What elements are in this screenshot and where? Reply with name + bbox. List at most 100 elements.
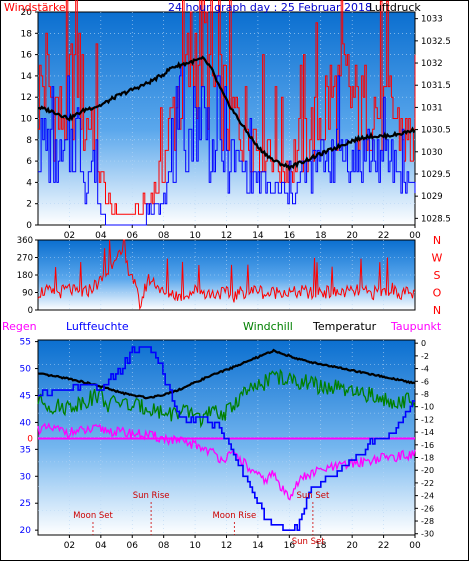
annotation-label: Sun Rise (133, 491, 170, 501)
temperature-xtick-label: 02 (64, 541, 75, 551)
wind-xtick-label: 00 (409, 231, 421, 241)
legend-dewpoint: Taupunkt (390, 320, 442, 333)
legend-temperature: Temperatur (312, 320, 377, 333)
temperature-ytick-label: -6 (421, 377, 429, 386)
pressure-ytick-label: 1030.5 (421, 126, 451, 136)
temperature-series-line (37, 348, 416, 400)
wind-axis-label: Windstärke (4, 1, 66, 14)
temperature-ytick-label: -14 (421, 428, 434, 437)
chart-title: 24 hour graph day : 25 Februar 2018 (168, 1, 372, 14)
pressure-ytick-label: 1032.5 (421, 37, 451, 47)
direction-ytick-label: 90 (22, 289, 33, 299)
humidity-ytick-label: 30 (20, 472, 32, 482)
direction-ytick-label: 0 (28, 306, 33, 316)
legend-humidity: Luftfeuchte (66, 320, 129, 333)
wind-xtick-label: 14 (252, 231, 264, 241)
temperature-ytick-label: -16 (421, 441, 434, 450)
humidity-ytick-label: 20 (20, 526, 32, 536)
wind-ytick-label: 18 (21, 29, 33, 39)
annotation-label: Sun Set (296, 491, 329, 501)
windchill-series-line (37, 368, 416, 429)
pressure-ytick-label: 1031.5 (421, 81, 451, 91)
direction-ytick-label: 360 (17, 236, 33, 246)
temperature-ytick-label: -18 (421, 454, 434, 463)
wind-series-line (38, 64, 416, 226)
humidity-ytick-label: 40 (20, 418, 32, 428)
temperature-ytick-label: -12 (421, 415, 434, 424)
temperature-xtick-label: 06 (127, 541, 139, 551)
wind-ytick-label: 12 (21, 93, 32, 103)
temperature-ytick-label: -2 (421, 352, 429, 361)
wind-xtick-label: 16 (284, 231, 296, 241)
temperature-xtick-label: 00 (409, 541, 421, 551)
wind-ytick-label: 8 (26, 136, 32, 146)
direction-ytick-label: 270 (17, 254, 33, 264)
temperature-ytick-label: -10 (421, 403, 434, 412)
wind-pressure-axes: 024681012141618201028.510291029.51030103… (21, 8, 451, 241)
astronomy-annotations: Moon Set Sun Rise Moon Rise Sun Set Sun Set (73, 491, 330, 547)
pressure-ytick-label: 1028.5 (421, 214, 451, 224)
temperature-xtick-label: 10 (189, 541, 201, 551)
temperature-ytick-label: -28 (421, 517, 434, 526)
direction-series-line (37, 239, 416, 311)
temperature-ytick-label: -4 (421, 365, 429, 374)
wind-ytick-label: 6 (26, 157, 32, 167)
pressure-ytick-label: 1029 (421, 192, 443, 202)
wind-ytick-label: 4 (26, 178, 32, 188)
temperature-xtick-label: 04 (95, 541, 107, 551)
compass-letter: N (433, 304, 441, 317)
wind-ytick-label: 16 (21, 51, 33, 61)
humidity-ytick-label: 25 (20, 499, 31, 509)
wind-xtick-label: 10 (189, 231, 201, 241)
compass-letter: O (433, 287, 442, 300)
humidity-ytick-label: 55 (20, 338, 31, 348)
humidity-ytick-label: 50 (20, 365, 32, 375)
compass-letter: W (432, 252, 443, 265)
temperature-ytick-label: -8 (421, 390, 429, 399)
wind-xtick-label: 02 (64, 231, 75, 241)
wind-xtick-label: 20 (346, 231, 358, 241)
annotation-label: Moon Set (73, 511, 113, 521)
pressure-axis-label: Luftdruck (369, 1, 421, 14)
temperature-xtick-label: 12 (221, 541, 232, 551)
legend-rain: Regen (2, 320, 37, 333)
wind-ytick-label: 20 (21, 8, 33, 18)
wind-xtick-label: 18 (315, 231, 327, 241)
temperature-series (37, 346, 416, 532)
wind-ytick-label: 14 (21, 72, 33, 82)
wind-direction-grid (38, 240, 415, 310)
wind-ytick-label: 2 (26, 200, 32, 210)
wind-xtick-label: 12 (221, 231, 232, 241)
temperature-xtick-label: 08 (158, 541, 170, 551)
wind-ytick-label: 0 (26, 221, 32, 231)
annotation-label: Sun Set (292, 537, 325, 547)
temperature-xtick-label: 18 (315, 541, 327, 551)
compass-letter: S (434, 269, 441, 282)
temperature-xtick-label: 14 (252, 541, 264, 551)
temperature-ytick-label: -22 (421, 479, 434, 488)
wind-pressure-series (37, 0, 416, 226)
annotation-label: Moon Rise (212, 511, 256, 521)
wind-xtick-label: 22 (378, 231, 389, 241)
wind-direction-series (37, 239, 416, 311)
rain-axis-zero-label: 0 (27, 434, 33, 444)
dewpoint-series-line (37, 422, 416, 501)
pressure-ytick-label: 1033 (421, 15, 443, 25)
pressure-ytick-label: 1032 (421, 59, 443, 69)
pressure-ytick-label: 1029.5 (421, 170, 451, 180)
temperature-ytick-label: -26 (421, 504, 434, 513)
legend-windchill: Windchill (243, 320, 293, 333)
humidity-series-line (38, 346, 415, 532)
temperature-ytick-label: -24 (421, 492, 434, 501)
pressure-series-line (37, 55, 416, 172)
wind-xtick-label: 08 (158, 231, 170, 241)
pressure-ytick-label: 1030 (421, 148, 443, 158)
temperature-xtick-label: 22 (378, 541, 389, 551)
temperature-xtick-label: 16 (284, 541, 296, 551)
pressure-ytick-label: 1031 (421, 103, 443, 113)
